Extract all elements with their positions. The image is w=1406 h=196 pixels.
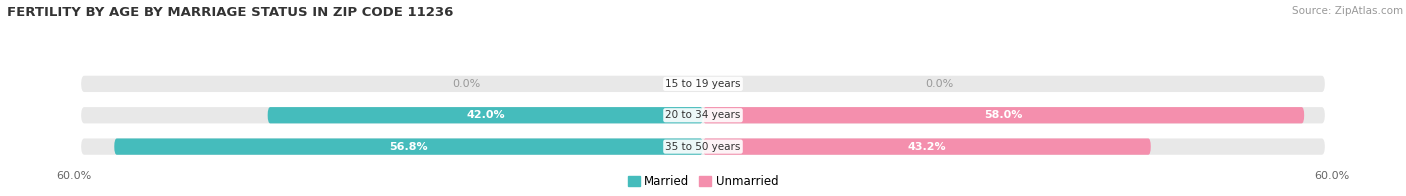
- Text: 58.0%: 58.0%: [984, 110, 1022, 120]
- Text: 0.0%: 0.0%: [925, 79, 953, 89]
- Text: 43.2%: 43.2%: [907, 142, 946, 152]
- Legend: Married, Unmarried: Married, Unmarried: [628, 175, 778, 188]
- Text: 35 to 50 years: 35 to 50 years: [665, 142, 741, 152]
- Text: 15 to 19 years: 15 to 19 years: [665, 79, 741, 89]
- FancyBboxPatch shape: [267, 107, 703, 123]
- FancyBboxPatch shape: [703, 138, 1150, 155]
- Text: 20 to 34 years: 20 to 34 years: [665, 110, 741, 120]
- FancyBboxPatch shape: [114, 138, 703, 155]
- FancyBboxPatch shape: [82, 76, 1324, 92]
- FancyBboxPatch shape: [82, 107, 1324, 123]
- Text: 42.0%: 42.0%: [465, 110, 505, 120]
- Text: 60.0%: 60.0%: [1315, 171, 1350, 181]
- FancyBboxPatch shape: [703, 107, 1305, 123]
- Text: FERTILITY BY AGE BY MARRIAGE STATUS IN ZIP CODE 11236: FERTILITY BY AGE BY MARRIAGE STATUS IN Z…: [7, 6, 453, 19]
- Text: 56.8%: 56.8%: [389, 142, 427, 152]
- FancyBboxPatch shape: [82, 138, 1324, 155]
- Text: Source: ZipAtlas.com: Source: ZipAtlas.com: [1292, 6, 1403, 16]
- Text: 0.0%: 0.0%: [453, 79, 481, 89]
- Text: 60.0%: 60.0%: [56, 171, 91, 181]
